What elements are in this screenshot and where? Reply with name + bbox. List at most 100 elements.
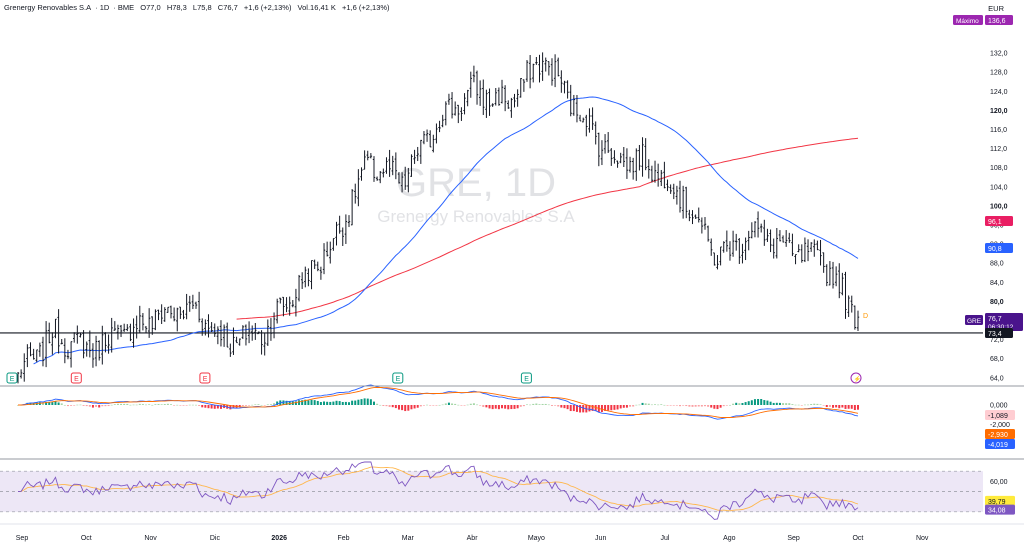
macd-histogram-bar — [810, 403, 813, 405]
price-panel[interactable]: D — [0, 52, 983, 384]
macd-histogram-bar — [800, 405, 803, 406]
watermark-ticker: GRE, 1D — [396, 161, 556, 205]
macd-histogram-bar — [360, 399, 363, 405]
macd-histogram-bar — [550, 405, 553, 406]
macd-panel[interactable] — [17, 384, 859, 420]
price-tick-label: 124,0 — [990, 89, 1008, 96]
time-tick-label: Dic — [210, 535, 221, 542]
macd-histogram-bar — [750, 400, 753, 405]
event-markers[interactable]: E E E E E ⚡ — [6, 372, 862, 384]
price-tick-label: 84,0 — [990, 280, 1004, 287]
macd-histogram-bar — [307, 400, 310, 405]
macd-histogram-bar — [179, 405, 182, 406]
price-tick-label: 116,0 — [990, 127, 1007, 134]
time-tick-label: Jul — [661, 535, 670, 542]
earnings-marker[interactable] — [392, 372, 404, 384]
earnings-marker[interactable] — [520, 372, 532, 384]
macd-histogram-bar — [110, 404, 113, 406]
macd-histogram-bar — [635, 404, 638, 406]
macd-histogram-bar — [344, 401, 347, 405]
macd-histogram-bar — [763, 400, 766, 405]
macd-histogram-bar — [510, 405, 513, 410]
earnings-marker[interactable] — [6, 372, 18, 384]
macd-histogram-bar — [557, 405, 560, 407]
macd-histogram-bar — [194, 404, 197, 406]
macd-histogram-bar — [569, 405, 572, 412]
time-tick-label: Mayo — [528, 535, 545, 542]
symbol-legend[interactable]: Grenergy Renovables S.A · 1D · BME O77,0 H… — [4, 3, 390, 12]
earnings-marker[interactable] — [70, 372, 82, 384]
macd-histogram-bar — [263, 405, 266, 406]
macd-histogram-bar — [123, 403, 126, 405]
macd-tick-label: 0,000 — [990, 403, 1008, 410]
rsi-line — [17, 461, 859, 520]
max-value-label-bg — [985, 15, 1013, 25]
earnings-marker[interactable] — [199, 372, 211, 384]
macd-histogram-bar — [273, 403, 276, 405]
macd-histogram-bar — [313, 400, 316, 405]
price-tick-label: 64,0 — [990, 375, 1004, 382]
volume-change-value: +1,6 (+2,13%) — [342, 3, 390, 12]
macd-histogram-bar — [738, 403, 741, 405]
open-value: O77,0 — [140, 3, 161, 12]
macd-histogram-bar — [688, 405, 691, 407]
macd-histogram-bar — [73, 405, 76, 406]
macd-histogram-bar — [819, 404, 822, 405]
price-axis[interactable]: 64,068,072,076,080,084,088,092,096,0100,… — [0, 15, 1024, 525]
macd-histogram-bar — [310, 399, 313, 405]
macd-histogram-bar — [857, 405, 859, 410]
macd-signal-value-bg — [985, 429, 1015, 439]
macd-histogram-bar — [104, 405, 107, 407]
ma-fast-line — [33, 96, 859, 365]
time-axis[interactable]: Sep Oct Nov Dic 2026 Feb Mar Abr Mayo Jun Jul Ago Se… — [16, 535, 929, 542]
macd-histogram-bar — [803, 404, 806, 406]
macd-line-value-bg — [985, 439, 1015, 449]
macd-histogram-bar — [363, 398, 366, 405]
macd-histogram-bar — [654, 404, 657, 405]
ticker-label: GRE — [967, 318, 982, 325]
macd-histogram-bar — [604, 405, 607, 411]
macd-histogram-bar — [285, 400, 288, 405]
macd-histogram-bar — [472, 403, 475, 405]
time-tick-label: Ago — [723, 535, 736, 542]
macd-histogram-bar — [354, 400, 357, 405]
macd-histogram-bar — [210, 405, 213, 409]
macd-histogram-bar — [154, 404, 157, 405]
macd-histogram-bar — [504, 405, 507, 409]
volume-value: Vol.16,41 K — [297, 3, 336, 12]
macd-histogram-bar — [182, 405, 185, 406]
macd-histogram-bar — [323, 401, 326, 405]
macd-histogram-bar — [91, 405, 94, 408]
price-tick-label: 112,0 — [990, 146, 1007, 153]
macd-histogram-bar — [616, 405, 619, 410]
macd-histogram-bar — [594, 405, 597, 412]
macd-histogram-bar — [632, 405, 635, 407]
earnings-marker-label: E — [524, 376, 529, 383]
close-value: C76,7 — [217, 3, 238, 12]
rsi-tick-label: 60,00 — [990, 479, 1008, 486]
macd-histogram-bar — [145, 404, 148, 406]
macd-histogram-bar — [694, 405, 697, 407]
macd-histogram-bar — [725, 405, 728, 406]
macd-histogram-bar — [173, 405, 176, 406]
macd-histogram-bar — [413, 405, 416, 409]
macd-histogram-bar — [647, 403, 650, 405]
macd-histogram-bar — [638, 404, 641, 406]
rsi-panel[interactable] — [0, 461, 983, 520]
macd-histogram-bar — [463, 405, 466, 406]
macd-histogram-bar — [407, 405, 410, 411]
macd-histogram-bar — [329, 401, 332, 405]
macd-histogram-bar — [710, 405, 713, 408]
earnings-marker-label: E — [74, 376, 79, 383]
macd-histogram-bar — [238, 405, 241, 408]
macd-histogram-bar — [126, 403, 129, 405]
macd-histogram-bar — [519, 405, 522, 407]
time-tick-label: 2026 — [271, 535, 287, 542]
macd-histogram-bar — [216, 405, 219, 409]
split-icon[interactable] — [850, 372, 862, 384]
macd-histogram-bar — [544, 403, 547, 405]
macd-histogram-bar — [610, 405, 613, 411]
macd-tick-label: -2,000 — [990, 422, 1010, 429]
macd-histogram-bar — [163, 404, 166, 405]
